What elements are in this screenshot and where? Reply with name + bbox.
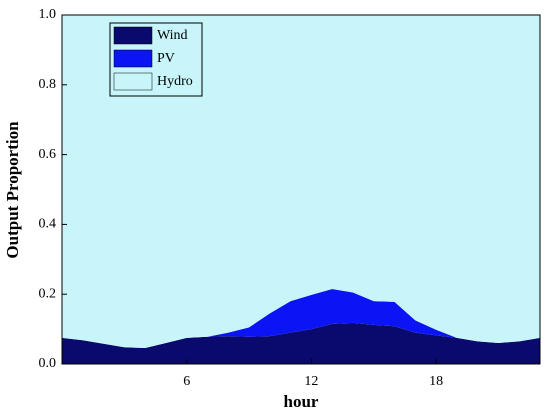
legend-swatch — [113, 26, 153, 45]
x-tick-label: 12 — [304, 374, 318, 389]
legend-label: Wind — [157, 28, 188, 43]
area — [62, 322, 540, 364]
y-tick-label: 0.8 — [39, 77, 57, 92]
plot-frame — [61, 14, 541, 365]
legend-swatch — [113, 72, 153, 91]
y-axis-title: Output Proportion — [3, 121, 22, 259]
y-tick-label: 1.0 — [39, 7, 57, 22]
x-tick-label: 6 — [183, 374, 190, 389]
y-tick-label: 0.6 — [39, 147, 57, 162]
y-tick-label: 0.4 — [39, 217, 57, 232]
area — [62, 15, 540, 348]
y-tick-label: 0.0 — [39, 356, 57, 371]
x-axis-title: hour — [284, 392, 319, 411]
y-tick-label: 0.2 — [39, 286, 57, 301]
area — [62, 288, 540, 348]
legend-label: PV — [157, 51, 175, 66]
legend-label: Hydro — [157, 74, 193, 89]
x-tick-label: 18 — [429, 374, 443, 389]
legend-swatch — [113, 49, 153, 68]
